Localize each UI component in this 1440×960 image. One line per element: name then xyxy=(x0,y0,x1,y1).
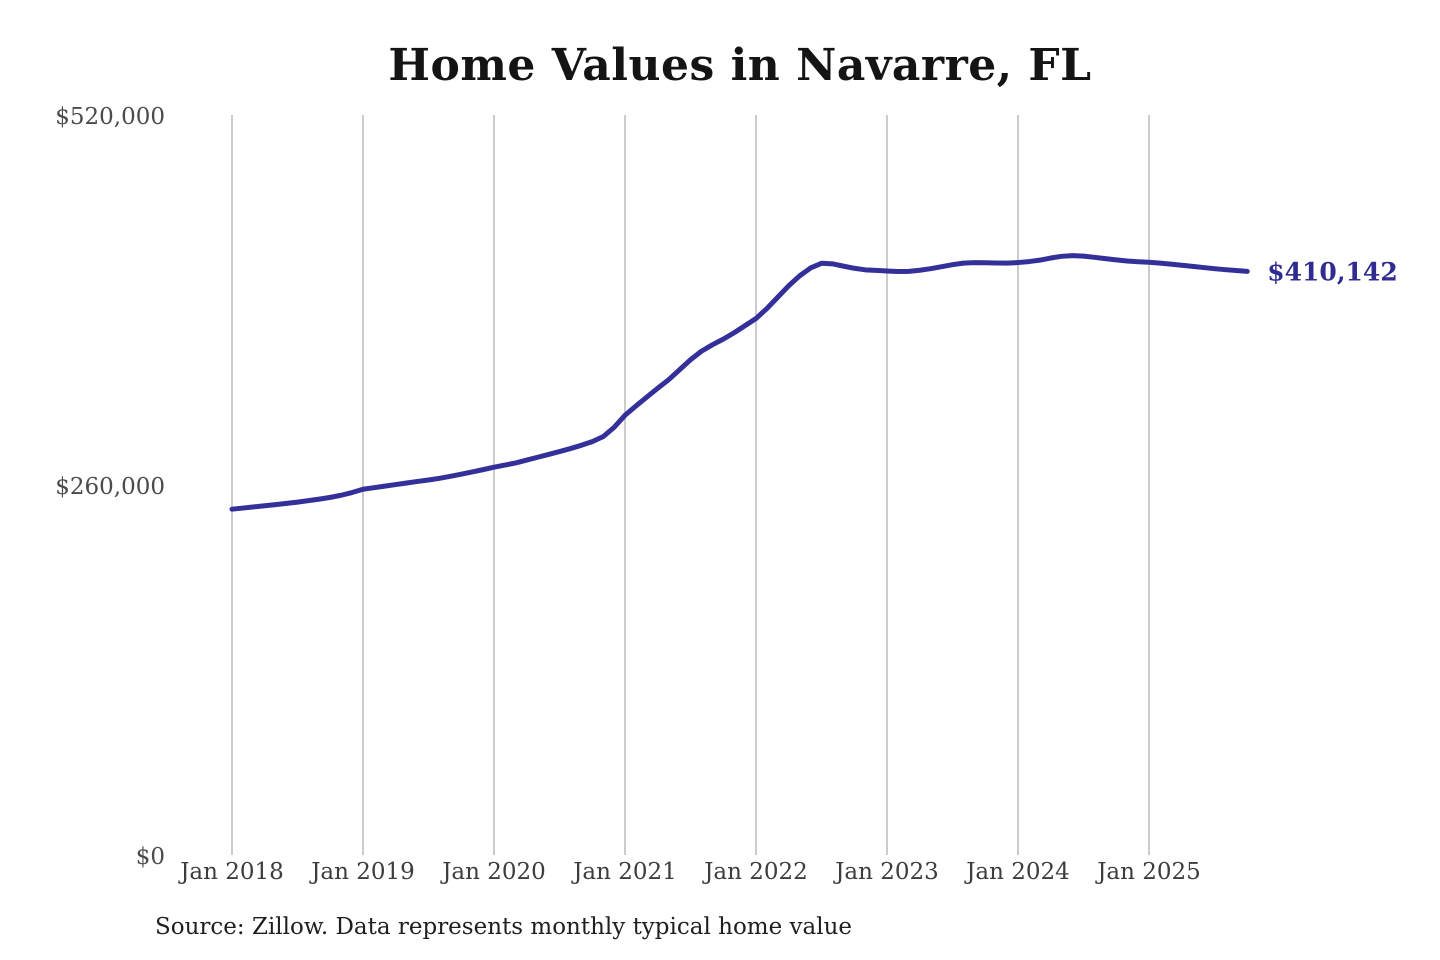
x-axis-tick-label: Jan 2020 xyxy=(440,859,546,885)
x-axis-tick-label: Jan 2025 xyxy=(1095,859,1201,885)
x-axis-tick-label: Jan 2024 xyxy=(964,859,1070,885)
source-note: Source: Zillow. Data represents monthly … xyxy=(155,914,853,940)
y-axis-tick-label: $0 xyxy=(136,844,165,870)
latest-value-label: $410,142 xyxy=(1267,257,1397,286)
x-axis-tick-label: Jan 2018 xyxy=(178,859,284,885)
home-value-line xyxy=(229,253,1250,512)
chart-title: Home Values in Navarre, FL xyxy=(388,40,1092,91)
x-axis-tick-label: Jan 2021 xyxy=(571,859,677,885)
y-axis-tick-label: $260,000 xyxy=(55,474,165,500)
x-axis-tick-label: Jan 2023 xyxy=(833,859,939,885)
x-axis-tick-label: Jan 2019 xyxy=(309,859,415,885)
y-axis-tick-label: $520,000 xyxy=(55,104,165,130)
x-axis-tick-label: Jan 2022 xyxy=(702,859,808,885)
